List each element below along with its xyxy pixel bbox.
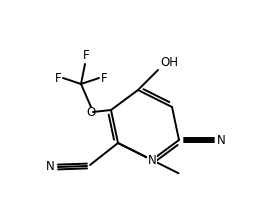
Text: N: N [148, 153, 156, 167]
Text: F: F [83, 49, 89, 62]
Text: O: O [86, 106, 96, 118]
Text: F: F [54, 71, 61, 85]
Text: N: N [46, 161, 55, 173]
Text: N: N [217, 133, 226, 147]
Text: OH: OH [160, 56, 178, 69]
Text: F: F [101, 71, 108, 85]
